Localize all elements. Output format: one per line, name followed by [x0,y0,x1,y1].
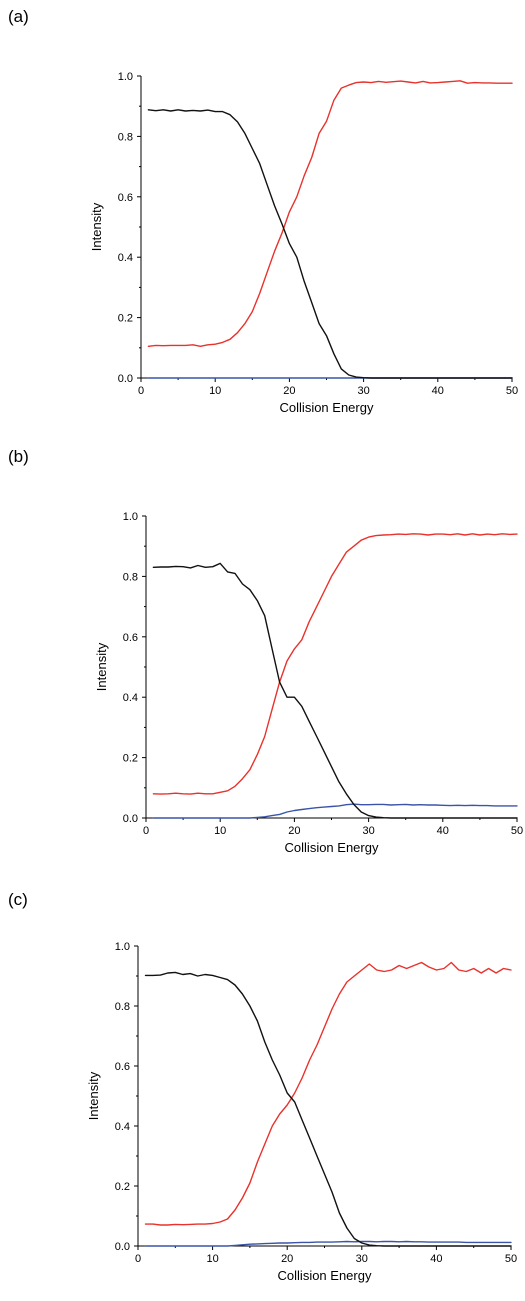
x-tick-label: 20 [283,385,295,397]
y-tick-label: 0.2 [123,753,138,765]
x-tick-label: 10 [209,385,221,397]
y-tick-label: 0.8 [118,131,133,143]
y-tick-label: 0.0 [123,813,138,825]
x-axis-title: Collision Energy [285,840,379,855]
x-tick-label: 30 [362,825,374,837]
x-tick-label: 10 [214,825,226,837]
x-tick-label: 40 [437,825,449,837]
x-tick-label: 30 [356,1253,368,1265]
x-axis-title: Collision Energy [280,400,374,415]
series-line-blue [153,804,517,818]
x-tick-label: 50 [511,825,523,837]
y-axis-title: Intensity [86,1071,101,1120]
y-tick-label: 1.0 [118,71,133,83]
y-tick-label: 0.6 [118,192,133,204]
x-tick-label: 0 [135,1253,141,1265]
panel-label: (b) [8,447,29,466]
y-tick-label: 1.0 [123,511,138,523]
chart-panel-3: (c) 0.0 0.2 0.4 0.6 0.8 1.0 0 10 20 30 40 50 Collisio… [8,890,517,1283]
y-axis-title: Intensity [94,642,109,691]
y-tick-label: 0.6 [123,632,138,644]
x-tick-label: 40 [432,385,444,397]
series-line-black [146,972,512,1246]
x-tick-label: 20 [288,825,300,837]
y-tick-label: 0.4 [123,692,138,704]
x-tick-label: 50 [506,385,518,397]
y-tick-label: 0.4 [118,252,133,264]
y-tick-label: 0.8 [115,1001,130,1013]
panel-label: (c) [8,890,28,909]
chart-panel-1: (a) 0.0 0.2 0.4 0.6 0.8 1.0 0 10 20 30 40 50 Collisio… [8,7,518,415]
x-tick-label: 10 [206,1253,218,1265]
series-line-red [153,534,517,794]
x-tick-label: 30 [357,385,369,397]
y-tick-label: 0.0 [118,373,133,385]
x-axis-title: Collision Energy [278,1268,372,1283]
x-tick-label: 50 [505,1253,517,1265]
series-line-black [153,563,517,818]
x-tick-label: 0 [143,825,149,837]
x-tick-label: 0 [138,385,144,397]
y-tick-label: 0.2 [118,313,133,325]
y-tick-label: 0.8 [123,571,138,583]
panel-label: (a) [8,7,29,26]
y-tick-label: 1.0 [115,941,130,953]
y-tick-label: 0.4 [115,1121,130,1133]
y-axis-title: Intensity [89,202,104,251]
y-tick-label: 0.0 [115,1241,130,1253]
y-tick-label: 0.2 [115,1181,130,1193]
y-tick-label: 0.6 [115,1061,130,1073]
series-line-black [148,110,512,378]
series-line-red [146,963,512,1226]
chart-panel-2: (b) 0.0 0.2 0.4 0.6 0.8 1.0 0 10 20 30 40 50 Collisio… [8,447,523,855]
x-tick-label: 40 [430,1253,442,1265]
x-tick-label: 20 [281,1253,293,1265]
series-line-red [148,81,512,347]
